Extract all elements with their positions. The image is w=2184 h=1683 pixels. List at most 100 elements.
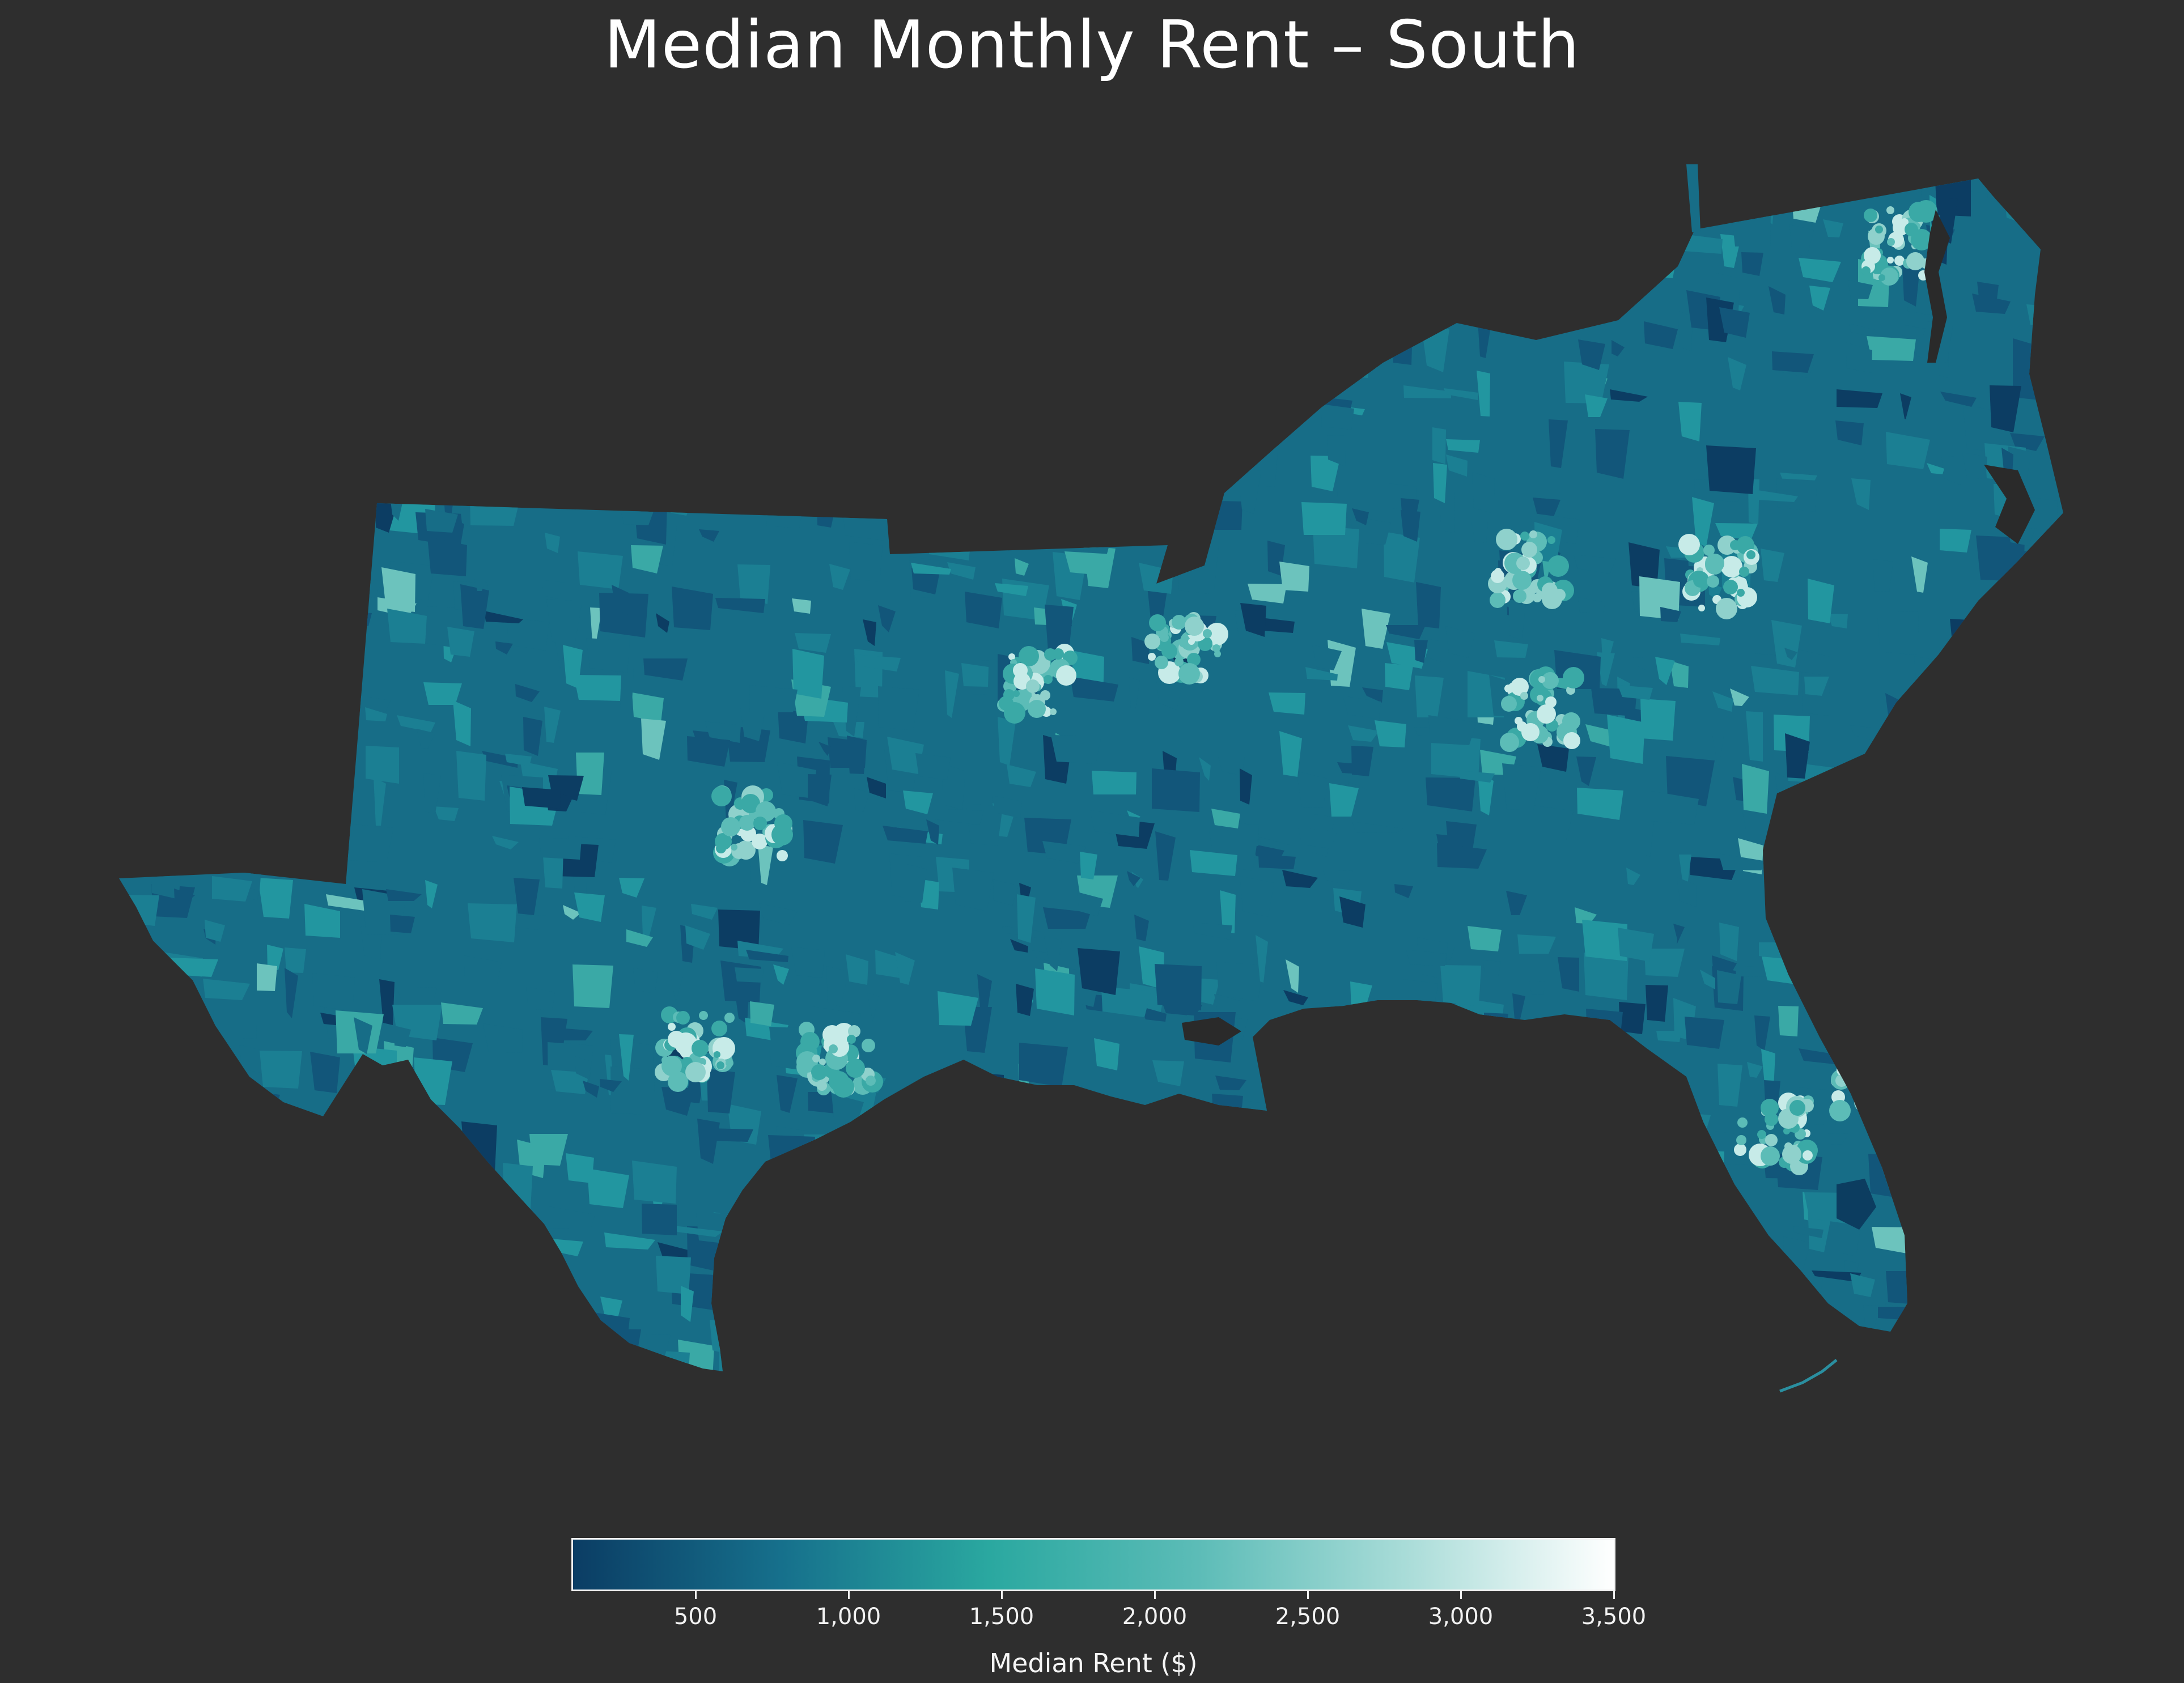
urban-tract [661, 1056, 682, 1076]
tract-patch [1321, 404, 1354, 430]
tract-patch [1576, 756, 1596, 786]
tract-patch [441, 1002, 483, 1025]
tract-patch [1872, 1067, 1910, 1083]
tract-patch [1440, 965, 1481, 1006]
tract-patch [915, 376, 966, 408]
tract-patch [251, 835, 298, 858]
tract-patch [910, 427, 922, 450]
tract-patch [305, 1324, 333, 1366]
tract-patch [1212, 1141, 1257, 1178]
urban-tract [1866, 1091, 1886, 1111]
tract-patch [829, 564, 850, 590]
tract-patch [544, 1027, 593, 1040]
urban-tract [1860, 1066, 1867, 1073]
tract-patch [373, 316, 404, 366]
urban-tract [668, 1072, 688, 1092]
tract-patch [961, 663, 989, 687]
tract-patch [254, 581, 286, 624]
tract-patch [174, 1333, 206, 1371]
tract-patch [1982, 818, 2003, 847]
tract-patch [1527, 805, 1574, 843]
tract-patch [1995, 729, 2020, 746]
tract-patch [423, 682, 462, 705]
tract-patch [1916, 728, 1957, 768]
tract-patch [2021, 764, 2047, 781]
tract-patch [1277, 1259, 1314, 1289]
tract-patch [942, 1339, 969, 1354]
tract-patch [1393, 326, 1413, 365]
urban-tract [1516, 556, 1530, 570]
urban-tract [1542, 672, 1559, 689]
tract-patch [600, 332, 614, 362]
urban-tract [1761, 1146, 1780, 1166]
tract-patch [992, 1299, 1005, 1332]
tract-patch [712, 300, 756, 317]
urban-tract [1013, 690, 1020, 697]
tract-patch [307, 672, 321, 704]
tract-patch [819, 742, 832, 756]
tract-patch [749, 685, 798, 712]
tract-patch [1940, 1002, 1977, 1049]
urban-tract [1730, 540, 1740, 550]
tract-patch [854, 325, 889, 342]
tract-patch [1831, 918, 1851, 943]
tract-patch [1860, 1061, 1880, 1088]
tract-patch [1077, 892, 1103, 916]
tract-patch [1083, 340, 1129, 368]
tract-patch [264, 719, 297, 756]
tract-patch [1612, 340, 1625, 356]
tract-patch [119, 1164, 145, 1184]
tract-patch [825, 260, 838, 308]
tract-patch [1482, 1176, 1532, 1199]
tract-patch [1169, 379, 1201, 400]
tract-patch [648, 226, 698, 254]
tract-patch [1429, 1176, 1478, 1210]
tract-patch [1415, 1349, 1449, 1371]
tract-patch [1286, 226, 1316, 267]
tract-patch [1801, 905, 1822, 928]
tract-patch [1484, 1013, 1508, 1039]
tract-patch [1677, 877, 1697, 907]
tract-patch [666, 394, 709, 414]
tract-patch [468, 1309, 507, 1334]
tract-patch [1682, 1221, 1715, 1235]
tract-patch [1948, 1325, 1990, 1371]
tract-patch [394, 1290, 412, 1336]
tract-patch [345, 1216, 383, 1258]
tract-patch [816, 1248, 855, 1260]
tract-patch [1314, 180, 1355, 228]
tract-patch [1385, 663, 1413, 690]
tract-patch [886, 292, 897, 313]
colorbar-tick-label: 3,500 [1581, 1604, 1647, 1630]
tract-patch [1513, 1173, 1560, 1222]
tract-patch [1315, 273, 1352, 300]
tract-patch [945, 670, 959, 718]
tract-patch [835, 1293, 864, 1313]
urban-tract [1044, 675, 1053, 684]
tract-patch [134, 415, 152, 427]
urban-tract [1187, 653, 1201, 666]
tract-patch [1246, 1174, 1294, 1200]
tract-patch [611, 280, 660, 298]
tract-patch [956, 295, 974, 311]
tract-patch [777, 762, 816, 798]
tract-patch [476, 212, 489, 225]
tract-patch [837, 392, 854, 430]
tract-patch [1019, 1043, 1068, 1087]
tract-patch [760, 162, 804, 178]
urban-tract [1723, 580, 1738, 594]
tract-patch [2035, 1116, 2062, 1145]
tract-patch [977, 974, 992, 1017]
tract-patch [619, 1034, 634, 1081]
tract-patch [226, 658, 277, 691]
tract-patch [2018, 952, 2056, 968]
colorbar-tick-mark [1460, 1591, 1462, 1599]
tract-patch [1679, 855, 1691, 898]
urban-tract [1757, 1130, 1766, 1139]
tract-patch [762, 178, 779, 205]
tract-patch [1987, 801, 2026, 851]
tract-patch [952, 868, 994, 911]
tract-patch [1483, 960, 1501, 976]
tract-patch [208, 1365, 249, 1371]
tract-patch [1082, 213, 1127, 234]
